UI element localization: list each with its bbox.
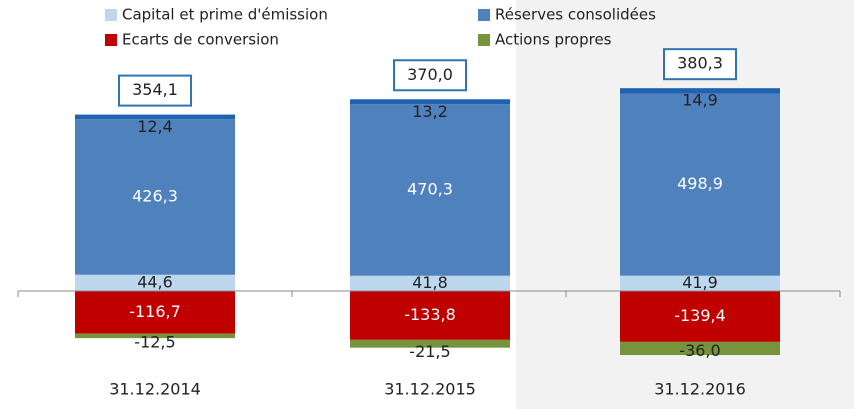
data-label: 12,4: [137, 117, 173, 136]
data-label: -12,5: [134, 333, 175, 352]
bar-segment: [75, 114, 235, 120]
bar-segment: [350, 291, 510, 340]
legend-label: Actions propres: [495, 31, 612, 49]
data-label: 13,2: [412, 102, 448, 121]
data-label: 498,9: [677, 174, 723, 193]
x-tick-label: 31.12.2014: [109, 380, 201, 399]
data-label: 44,6: [137, 272, 173, 291]
data-label: -116,7: [129, 302, 181, 321]
total-label: 380,3: [677, 54, 723, 73]
bar-segment: [620, 275, 780, 291]
bar-segment: [620, 93, 780, 276]
legend-label: Capital et prime d'émission: [122, 6, 328, 24]
bar-segment: [75, 291, 235, 334]
legend-label: Réserves consolidées: [495, 6, 656, 24]
total-label: 354,1: [132, 80, 178, 99]
bar-segment: [350, 104, 510, 276]
data-label: -36,0: [679, 341, 720, 360]
data-label: 41,8: [412, 273, 448, 292]
data-label: -21,5: [409, 342, 450, 361]
bar-segment: [350, 275, 510, 291]
legend: Capital et prime d'émission Réserves cons…: [105, 6, 656, 49]
bar-segment: [75, 274, 235, 291]
total-box: [393, 59, 467, 92]
data-label: 470,3: [407, 179, 453, 198]
bar-segment: [75, 119, 235, 275]
bar-segment: [350, 99, 510, 105]
total-label: 370,0: [407, 65, 453, 84]
legend-swatch: [105, 34, 117, 46]
bar-segment: [620, 341, 780, 356]
data-label: 14,9: [682, 91, 718, 110]
legend-swatch: [478, 9, 490, 21]
data-label: 426,3: [132, 186, 178, 205]
bar-segment: [620, 88, 780, 94]
data-label: -133,8: [404, 305, 456, 324]
data-label: -139,4: [674, 306, 726, 325]
data-label: 41,9: [682, 273, 718, 292]
legend-swatch: [478, 34, 490, 46]
legend-swatch: [105, 9, 117, 21]
legend-label: Ecarts de conversion: [122, 31, 279, 49]
x-tick-label: 31.12.2016: [654, 380, 746, 399]
total-box: [118, 74, 192, 107]
bar-segment: [350, 339, 510, 348]
bar-segment: [620, 291, 780, 342]
x-tick-label: 31.12.2015: [384, 380, 476, 399]
bar-segment: [75, 333, 235, 339]
total-box: [663, 48, 737, 81]
